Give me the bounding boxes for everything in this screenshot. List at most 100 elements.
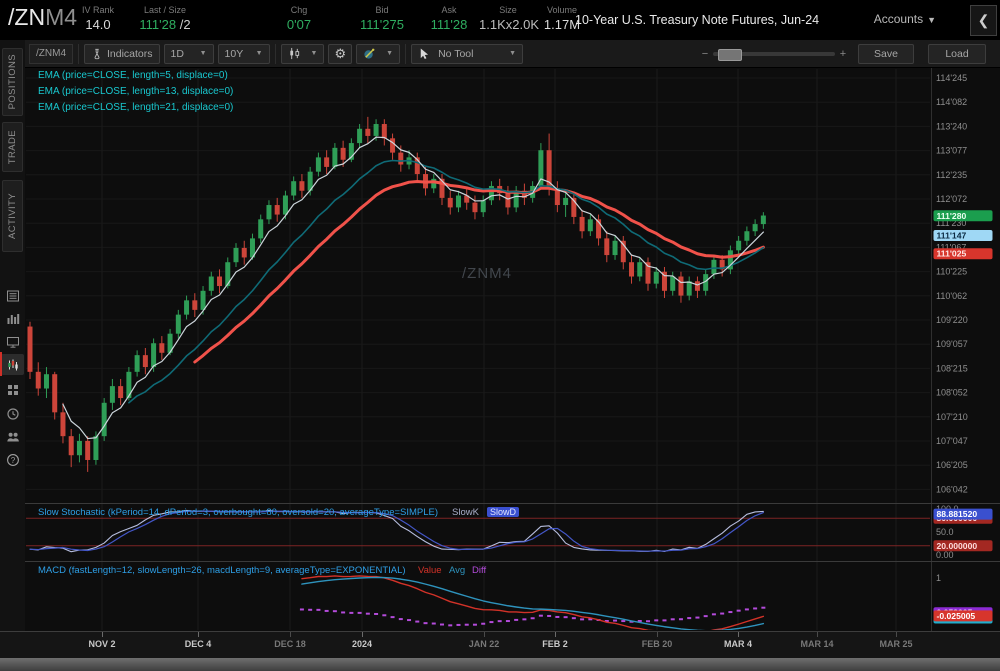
load-button[interactable]: Load	[928, 43, 986, 64]
sidebar-users-icon[interactable]	[1, 426, 24, 447]
macd-diff-legend[interactable]: Diff	[472, 565, 487, 576]
toolbar-separator	[274, 43, 276, 64]
svg-text:20.000000: 20.000000	[937, 541, 978, 551]
sidebar-clock-icon[interactable]	[1, 403, 24, 424]
sidebar-list-icon[interactable]	[1, 285, 24, 306]
time-axis-tick	[290, 632, 291, 637]
users-icon	[6, 432, 19, 441]
svg-text:107'210: 107'210	[936, 412, 968, 422]
svg-text:110'062: 110'062	[936, 291, 967, 301]
time-axis-tick	[362, 632, 363, 637]
svg-text:109'057: 109'057	[936, 339, 968, 349]
quote-field-size: Size 1.1Kx2.0K	[479, 5, 539, 32]
monitor-icon	[6, 336, 19, 348]
svg-text:111'067: 111'067	[936, 242, 966, 252]
svg-text:111'280: 111'280	[937, 211, 967, 221]
sidebar-monitor-icon[interactable]	[1, 331, 24, 352]
time-axis-label: MAR 14	[800, 639, 834, 649]
sidebar-tab-activity[interactable]: ACTIVITY	[2, 180, 23, 252]
slider-thumb[interactable]	[718, 48, 742, 61]
svg-text:112'235: 112'235	[936, 170, 967, 180]
symbol-input[interactable]: /ZNM4	[29, 43, 73, 64]
macd-value-badge	[933, 610, 993, 622]
svg-text:111'025: 111'025	[937, 249, 967, 259]
chart-toolbar: /ZNM4 Indicators 1D ▼ 10Y ▼ ▼ ⚙	[25, 40, 1000, 68]
depth-icon	[7, 313, 19, 324]
range-dropdown[interactable]: 10Y ▼	[217, 43, 270, 64]
accounts-dropdown[interactable]: Accounts ▼	[873, 12, 936, 26]
chart-type-button[interactable]: ▼	[280, 43, 325, 64]
indicators-button[interactable]: Indicators	[84, 43, 160, 64]
svg-text:?: ?	[10, 455, 15, 464]
sidebar-help-icon[interactable]: ?	[1, 449, 24, 470]
save-button[interactable]: Save	[858, 43, 914, 64]
ema21-value-badge	[933, 248, 993, 260]
svg-text:113'077: 113'077	[936, 146, 967, 156]
svg-text:107'047: 107'047	[936, 436, 968, 446]
sidebar-tab-positions[interactable]: POSITIONS	[2, 48, 23, 116]
macd-avg-legend[interactable]: Avg	[449, 565, 466, 576]
sidebar-grid-icon[interactable]	[1, 379, 24, 400]
ema13-legend[interactable]: EMA (price=CLOSE, length=13, displace=0)	[38, 86, 234, 97]
sidebar-chart-icon[interactable]	[1, 354, 24, 375]
instrument-description: 10-Year U.S. Treasury Note Futures, Jun-…	[575, 13, 820, 27]
svg-text:1: 1	[936, 573, 941, 583]
last-price-badge	[933, 210, 993, 222]
svg-text:108'215: 108'215	[936, 363, 968, 373]
quote-field-volume: Volume 1.17M	[543, 5, 581, 32]
flask-icon	[94, 48, 100, 59]
time-axis-tick	[738, 632, 739, 637]
time-axis-label: DEC 18	[274, 639, 306, 649]
zoom-out-button[interactable]: −	[701, 47, 709, 60]
quote-header: /ZNM4 IV Rank 14.0 Last / Size 111'28 /2 Chg…	[0, 0, 1000, 40]
svg-text:114'245: 114'245	[936, 73, 967, 83]
time-zoom-slider[interactable]: − +	[700, 44, 848, 64]
collapse-panel-button[interactable]: ❮	[970, 5, 997, 36]
timeframe-dropdown[interactable]: 1D ▼	[163, 43, 214, 64]
ema5-legend[interactable]: EMA (price=CLOSE, length=5, displace=0)	[38, 70, 228, 81]
macd-legend[interactable]: MACD (fastLength=12, slowLength=26, macd…	[38, 565, 406, 576]
clock-icon	[6, 407, 19, 420]
svg-text:106'205: 106'205	[936, 460, 968, 470]
macd-value-legend[interactable]: Value	[418, 565, 442, 576]
help-icon: ?	[6, 453, 19, 466]
time-axis-label: NOV 2	[88, 639, 116, 649]
time-axis-label: 2024	[351, 639, 373, 649]
ema21-legend[interactable]: EMA (price=CLOSE, length=21, displace=0)	[38, 102, 234, 113]
zoom-in-button[interactable]: +	[839, 47, 847, 60]
time-axis-label: FEB 20	[641, 639, 673, 649]
svg-text:0.00: 0.00	[936, 550, 954, 560]
svg-text:108'052: 108'052	[936, 388, 968, 398]
svg-text:106'042: 106'042	[936, 484, 968, 494]
time-axis[interactable]: NOV 2 DEC 4 DEC 18 2024 JAN 22 FEB 2 FEB 20 MAR…	[0, 631, 1000, 658]
quote-field-chg: Chg 0'07	[286, 5, 312, 32]
active-tool-dropdown[interactable]: No Tool ▼	[411, 43, 524, 64]
sidebar-depth-icon[interactable]	[1, 308, 24, 329]
slowd-legend[interactable]: SlowD	[487, 507, 520, 517]
toolbar-separator	[78, 43, 79, 64]
drawing-tools-button[interactable]: ▼	[356, 43, 401, 64]
time-axis-label: FEB 2	[542, 639, 568, 649]
svg-text:50.0: 50.0	[936, 527, 954, 537]
ema13-value-badge	[933, 229, 993, 241]
slider-track[interactable]	[713, 48, 835, 61]
stochastic-legend[interactable]: Slow Stochastic (kPeriod=14, dPeriod=3, …	[38, 507, 439, 518]
chevron-down-icon: ▼	[310, 50, 318, 57]
active-app-indicator	[0, 352, 2, 376]
bottom-strip	[0, 658, 1000, 671]
svg-text:111'230: 111'230	[936, 218, 966, 228]
list-icon	[6, 290, 19, 301]
chart-settings-button[interactable]: ⚙	[328, 43, 353, 64]
quote-field-ask: Ask 111'28	[430, 5, 468, 32]
symbol-title: /ZNM4	[8, 4, 78, 30]
time-axis-tick	[817, 632, 818, 637]
svg-text:109'220: 109'220	[936, 315, 968, 325]
quote-field-iv-rank: IV Rank 14.0	[81, 5, 114, 32]
time-axis-tick	[102, 632, 103, 637]
slowk-legend[interactable]: SlowK	[452, 507, 479, 518]
sidebar-tab-trade[interactable]: TRADE	[2, 122, 23, 172]
left-rail: POSITIONS TRADE ACTIVITY?	[0, 40, 25, 631]
symbol-watermark: /ZNM4	[462, 265, 512, 282]
